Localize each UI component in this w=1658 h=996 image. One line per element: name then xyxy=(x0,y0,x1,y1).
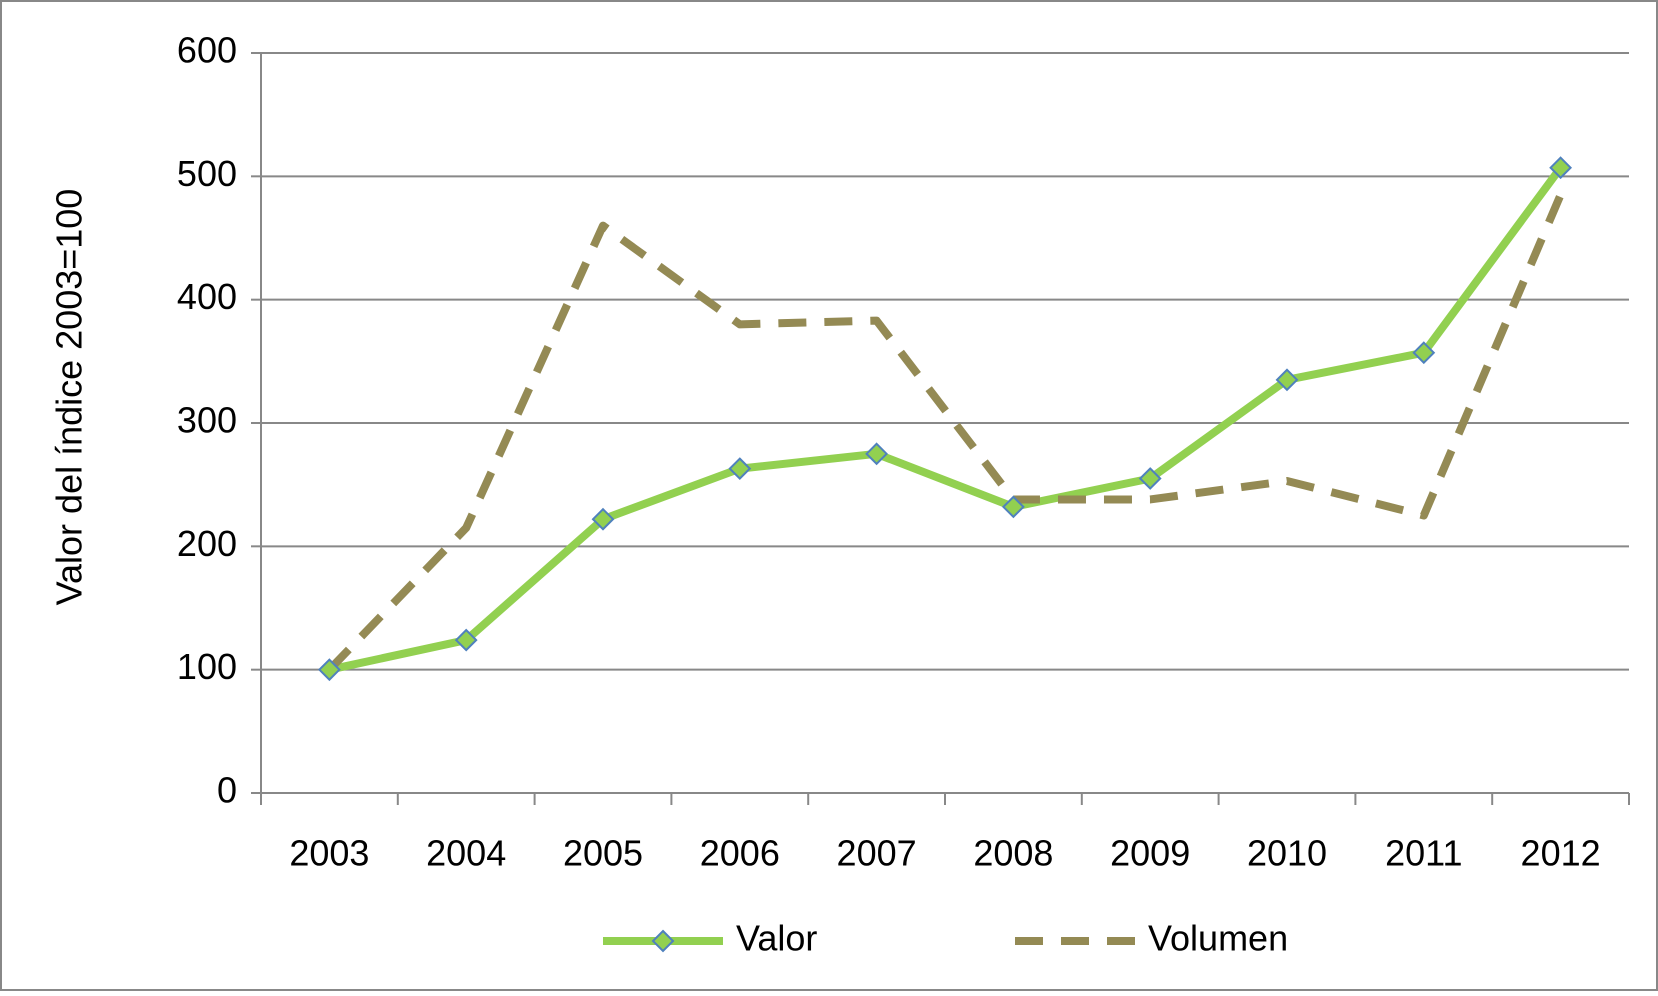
y-tick-label: 300 xyxy=(177,400,237,441)
y-tick-label: 0 xyxy=(217,770,237,811)
legend-label: Volumen xyxy=(1148,918,1288,959)
point-marker xyxy=(1138,467,1162,490)
point-marker xyxy=(1549,156,1573,180)
x-tick-label: 2011 xyxy=(1385,833,1462,874)
x-tick-label: 2004 xyxy=(426,833,506,874)
x-tick-label: 2003 xyxy=(289,833,369,874)
y-tick-label: 200 xyxy=(177,523,237,564)
x-tick-label: 2012 xyxy=(1521,833,1601,874)
legend-label: Valor xyxy=(736,918,817,959)
x-tick-label: 2005 xyxy=(563,833,643,874)
y-axis-label: Valor del índice 2003=100 xyxy=(49,189,90,606)
x-tick-label: 2006 xyxy=(700,833,780,874)
x-tick-label: 2007 xyxy=(837,833,917,874)
point-marker xyxy=(865,442,889,466)
series-line xyxy=(326,193,1565,673)
y-tick-label: 400 xyxy=(177,276,237,317)
point-marker xyxy=(728,457,752,481)
y-tick-label: 500 xyxy=(177,153,237,194)
point-marker xyxy=(1412,341,1436,365)
y-tick-label: 100 xyxy=(177,646,237,687)
series-line xyxy=(328,165,1564,674)
y-tick-label: 600 xyxy=(177,30,237,71)
x-tick-label: 2009 xyxy=(1110,833,1190,874)
point-marker xyxy=(1001,495,1025,519)
point-marker xyxy=(1275,368,1299,392)
x-tick-label: 2008 xyxy=(973,833,1053,874)
point-marker xyxy=(317,658,341,682)
point-marker xyxy=(591,507,615,531)
legend-marker xyxy=(651,929,675,953)
x-tick-label: 2010 xyxy=(1247,833,1327,874)
point-marker xyxy=(454,628,478,652)
